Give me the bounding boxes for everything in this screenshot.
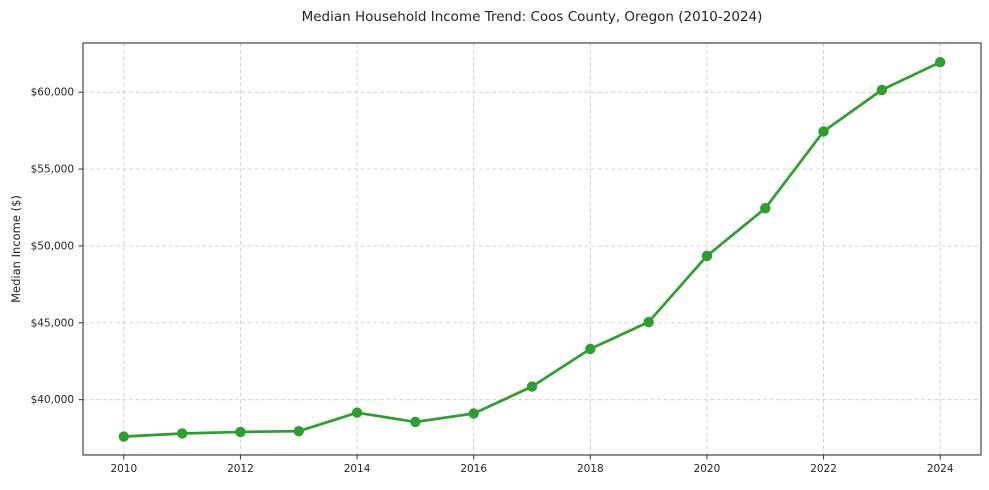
- plot-border: [82, 42, 982, 456]
- data-point: [235, 426, 246, 438]
- data-point: [351, 407, 363, 418]
- y-tick-label: $40,000: [31, 394, 74, 406]
- data-point: [934, 57, 946, 68]
- x-tick-label: 2018: [577, 463, 604, 475]
- data-point: [293, 425, 304, 437]
- data-point: [468, 408, 479, 419]
- x-tick-label: 2022: [810, 463, 837, 475]
- data-point: [760, 203, 771, 214]
- x-tick-label: 2012: [227, 463, 254, 475]
- data-point: [410, 416, 421, 428]
- data-point: [526, 381, 538, 392]
- y-tick-label: $50,000: [31, 240, 74, 252]
- data-point: [876, 84, 888, 96]
- data-point: [643, 316, 654, 328]
- x-tick-label: 2024: [927, 463, 954, 475]
- y-tick-label: $55,000: [31, 164, 74, 176]
- x-tick-label: 2014: [344, 463, 371, 475]
- trend-line: [122, 60, 942, 438]
- data-point: [818, 126, 829, 137]
- data-point: [118, 431, 130, 442]
- chart-title: Median Household Income Trend: Coos Coun…: [301, 9, 763, 25]
- x-tick-label: 2016: [460, 463, 487, 475]
- x-tick-label: 2020: [694, 463, 721, 475]
- y-tick-label: $45,000: [31, 317, 74, 329]
- data-point: [701, 250, 713, 262]
- data-point: [176, 428, 188, 439]
- x-tick-label: 2010: [110, 463, 137, 475]
- data-point: [585, 343, 596, 355]
- y-tick-label: $60,000: [31, 87, 74, 99]
